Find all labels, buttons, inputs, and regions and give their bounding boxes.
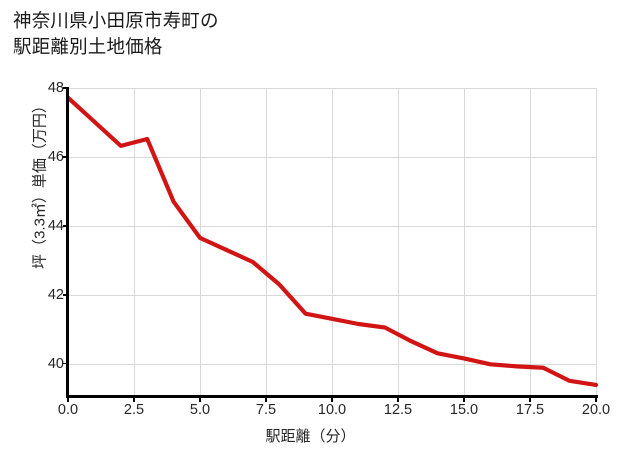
x-axis-tick-label: 2.5 [123, 402, 145, 418]
y-axis-tick-label: 48 [47, 80, 64, 96]
x-axis-tick-label: 20.0 [581, 402, 611, 418]
y-axis-spine [66, 87, 69, 398]
x-axis-spine [66, 395, 598, 398]
x-axis-tick-mark [529, 398, 531, 402]
x-axis-tick-label: 17.5 [515, 402, 545, 418]
x-axis-tick-label: 5.0 [189, 402, 211, 418]
y-axis-tick-labels: 40 42 44 46 48 [12, 0, 64, 465]
x-axis-tick-label: 0.0 [57, 402, 79, 418]
x-axis-tick-mark [265, 398, 267, 402]
x-axis-tick-mark [67, 398, 69, 402]
x-axis-tick-mark [397, 398, 399, 402]
y-axis-tick-mark [63, 293, 67, 296]
y-axis-tick-label: 42 [47, 286, 64, 303]
y-axis-tick-mark [63, 225, 67, 227]
x-axis-tick-mark [595, 398, 597, 402]
x-axis-tick-label: 7.5 [255, 402, 277, 418]
chart-title: 神奈川県小田原市寿町の 駅距離別土地価格 [13, 10, 219, 57]
y-axis-title: 坪（3.3㎡）単価（万円） [31, 98, 49, 269]
series-line-layer [65, 88, 599, 396]
y-axis-tick-label: 44 [47, 217, 64, 234]
x-axis-title: 駅距離（分） [265, 428, 356, 445]
x-axis-tick-mark [133, 398, 135, 402]
x-axis-tick-mark [199, 398, 201, 402]
series-line [65, 95, 599, 388]
y-axis-tick-label: 40 [47, 355, 64, 372]
y-axis-tick-label: 46 [47, 148, 64, 165]
y-axis-tick-mark [63, 87, 67, 89]
x-axis-tick-mark [331, 398, 333, 402]
y-axis-tick-mark [63, 156, 67, 158]
x-axis-tick-label: 15.0 [449, 402, 479, 418]
x-axis-tick-label: 10.0 [317, 402, 347, 418]
x-axis-tick-labels: 0.0 2.5 5.0 7.5 10.0 12.5 15.0 17.5 20.0 [0, 402, 621, 424]
series-svg [65, 95, 599, 388]
x-axis-tick-mark [463, 398, 465, 402]
x-axis-tick-label: 12.5 [383, 402, 413, 418]
plot-area [65, 88, 599, 396]
y-axis-tick-mark [63, 362, 67, 365]
